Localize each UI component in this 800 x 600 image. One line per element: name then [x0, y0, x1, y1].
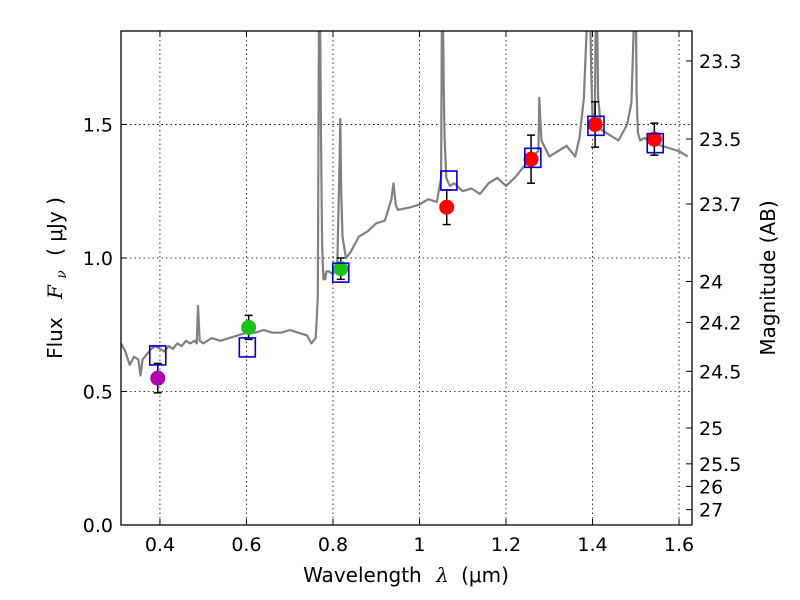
x-tick-label: 0.6: [231, 534, 261, 556]
mag-tick-label: 26: [699, 476, 723, 498]
observed-point: [241, 319, 257, 335]
observed-point: [150, 370, 166, 386]
grid: [121, 31, 692, 526]
x-tick-label: 1.2: [491, 534, 521, 556]
y2-axis-label: Magnitude (AB): [756, 200, 780, 355]
x-tick-label: 1.4: [577, 534, 607, 556]
model-photometry-square: [148, 345, 167, 366]
observed-point: [587, 116, 603, 132]
mag-tick-label: 25.5: [699, 454, 741, 476]
y-tick-label: 0.0: [83, 515, 113, 537]
x-tick-label: 0.4: [145, 534, 175, 556]
y-tick-label: 1.0: [83, 248, 113, 270]
model-photometry-square: [440, 170, 458, 191]
x-tick-label: 1.6: [664, 534, 694, 556]
plot-frame: [120, 30, 693, 526]
mag-tick-label: 23.7: [699, 194, 741, 216]
mag-tick-label: 27: [699, 500, 723, 522]
x-axis-label-symbol: λ: [435, 563, 449, 587]
model-spectrum-line: [121, 31, 689, 377]
mag-tick-label: 25: [699, 418, 723, 440]
mag-tick-label: 24: [699, 271, 723, 293]
y-axis-label: Flux F ν ( μJy ): [43, 197, 71, 359]
y-axis-label-symbol: F: [43, 284, 67, 300]
observed-point: [646, 131, 662, 147]
observed-point: [523, 151, 539, 167]
y-tick-label: 0.5: [83, 381, 113, 403]
x-axis-label-text: Wavelength: [303, 563, 422, 587]
x-axis-label-unit: (μm): [461, 563, 509, 587]
model-photometry-square: [331, 262, 350, 283]
model-photometry-square: [238, 337, 257, 358]
axis-ticks: 0.4 0.6 0.8 1 1.2 1.4 1.6 0.0 0.5 1.0 1.5 23.3 23.5 2…: [83, 31, 741, 556]
x-axis-label: Wavelength λ (μm): [303, 563, 509, 587]
plot-area: [121, 31, 689, 377]
y-tick-label: 1.5: [83, 114, 113, 136]
x-tick-label: 0.8: [318, 534, 348, 556]
mag-tick-label: 24.2: [699, 312, 741, 334]
observed-point: [439, 199, 455, 215]
mag-tick-label: 23.5: [699, 129, 741, 151]
y-axis-label-text: Flux: [43, 317, 67, 359]
model-photometry-square: [587, 115, 605, 137]
mag-tick-label: 23.3: [699, 51, 741, 73]
y-axis-label-unit: ( μJy ): [43, 197, 67, 256]
markers: [148, 101, 665, 394]
y-axis-label-subscript: ν: [54, 270, 70, 279]
model-photometry-square: [646, 132, 665, 154]
mag-tick-label: 24.5: [699, 361, 741, 383]
x-tick-label: 1: [413, 534, 425, 556]
observed-point: [333, 261, 349, 277]
model-photometry-square: [524, 147, 542, 169]
